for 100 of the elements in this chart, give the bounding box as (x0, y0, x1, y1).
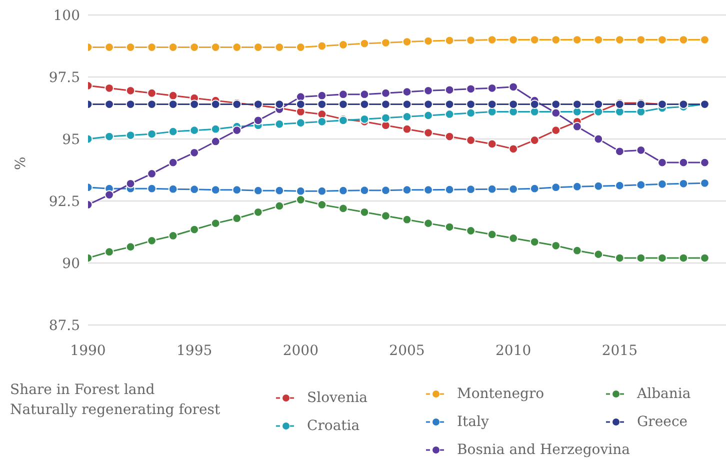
point (168, 126, 178, 136)
point (168, 231, 178, 240)
point (402, 185, 412, 195)
point (168, 90, 178, 100)
point (444, 110, 454, 119)
point (530, 184, 540, 194)
point (572, 100, 582, 109)
point (360, 114, 370, 124)
point (636, 180, 646, 190)
point (147, 88, 156, 98)
point (466, 100, 476, 109)
point (232, 185, 242, 195)
point (381, 186, 390, 196)
y-tick-label: 100 (53, 8, 80, 24)
point (466, 136, 476, 145)
point (360, 186, 370, 196)
point (381, 88, 390, 98)
y-tick-label: 95 (62, 132, 80, 148)
point (551, 35, 561, 44)
point (232, 214, 242, 224)
legend-label: Montenegro (457, 386, 544, 402)
point (530, 237, 540, 247)
point (678, 158, 688, 168)
point (147, 169, 156, 178)
point (466, 226, 476, 236)
point (210, 42, 220, 52)
point (594, 250, 604, 260)
point (360, 100, 370, 109)
point (381, 113, 390, 123)
point (126, 100, 136, 109)
point (594, 100, 604, 109)
legend-label: Slovenia (307, 390, 368, 406)
point (424, 86, 433, 96)
point (402, 37, 412, 46)
point (466, 108, 476, 118)
point (381, 38, 390, 48)
point (317, 90, 327, 100)
point (296, 195, 306, 204)
point (296, 186, 306, 196)
point (530, 136, 540, 145)
legend-title: Share in Forest land Naturally regenerating forest (10, 381, 222, 420)
point (381, 120, 390, 130)
point (402, 124, 412, 134)
x-tick-label: 1990 (70, 342, 106, 359)
point (104, 83, 114, 93)
point (551, 100, 561, 109)
point (274, 42, 284, 52)
point (487, 100, 497, 109)
point (104, 190, 114, 200)
point (317, 116, 327, 126)
point (274, 186, 284, 196)
point (338, 186, 348, 196)
legend-label: Croatia (307, 418, 360, 434)
point (444, 36, 454, 46)
point (381, 211, 390, 221)
point (360, 90, 370, 100)
legend-label: Albania (637, 386, 691, 402)
point (700, 158, 710, 168)
point (338, 204, 348, 214)
x-tick-label: 2000 (282, 342, 318, 359)
point (104, 42, 114, 52)
point (424, 110, 433, 120)
point (210, 136, 220, 146)
point (253, 116, 263, 126)
point (338, 100, 348, 109)
point (572, 182, 582, 192)
x-tick-label: 1995 (176, 342, 212, 359)
point (487, 139, 497, 149)
point (658, 35, 667, 44)
point (147, 100, 156, 109)
y-tick-label: 92.5 (48, 194, 80, 210)
x-tick-label: 2010 (496, 342, 532, 359)
point (232, 126, 242, 136)
point (487, 83, 497, 93)
point (508, 82, 518, 92)
point (253, 207, 263, 217)
point (210, 185, 220, 195)
point (168, 42, 178, 52)
point (190, 100, 200, 109)
point (296, 42, 306, 52)
x-tick-label: 2015 (602, 342, 638, 359)
point (338, 90, 348, 100)
point (487, 184, 497, 194)
point (424, 36, 433, 46)
point (296, 118, 306, 128)
y-axis-title: % (12, 156, 29, 170)
legend-label: Italy (457, 414, 489, 430)
point (508, 184, 518, 194)
point (274, 100, 284, 109)
point (232, 42, 242, 52)
point (126, 242, 136, 252)
point (190, 224, 200, 234)
point (126, 42, 136, 52)
point (424, 100, 433, 109)
point (658, 158, 667, 168)
x-tick-label: 2005 (389, 342, 425, 359)
point (444, 184, 454, 194)
point (381, 100, 390, 109)
point (508, 234, 518, 243)
point (572, 122, 582, 132)
